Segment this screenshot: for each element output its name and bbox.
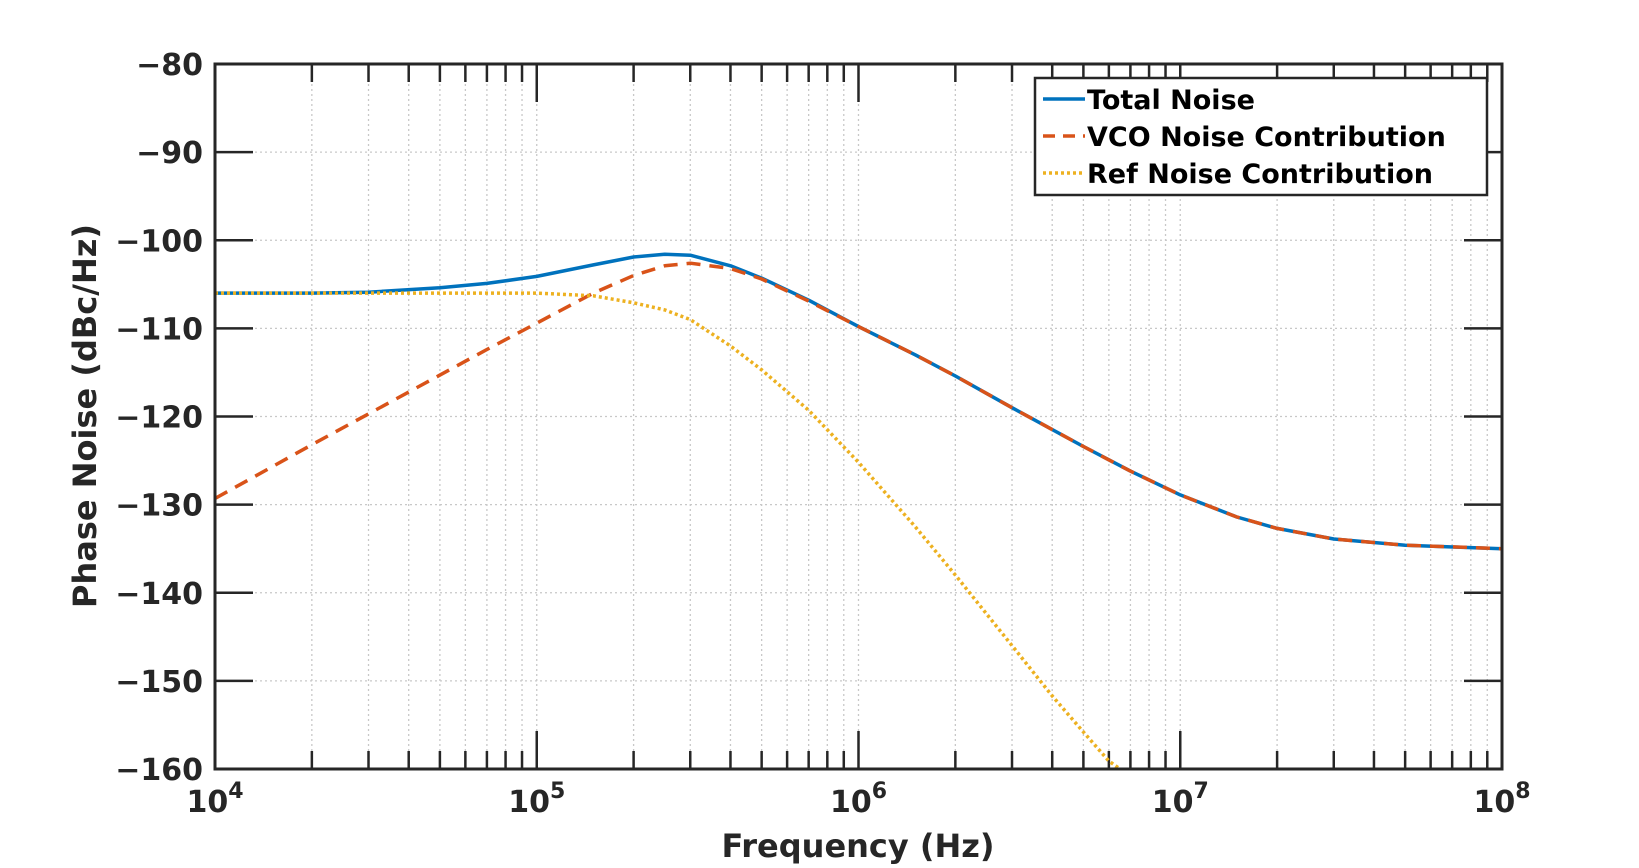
y-tick-label: −80: [136, 48, 203, 83]
legend-label-vco-noise: VCO Noise Contribution: [1087, 122, 1446, 153]
x-tick-label: 106: [830, 779, 887, 820]
series-lines: [214, 252, 1503, 771]
legend-label-total-noise: Total Noise: [1087, 85, 1255, 116]
legend-label-ref-noise: Ref Noise Contribution: [1087, 159, 1433, 190]
series-line-vco-noise-contribution: [214, 261, 1503, 551]
axes-box: [213, 62, 1504, 771]
x-tick-label: 107: [1152, 779, 1209, 820]
y-tick-label: −140: [115, 577, 203, 612]
y-tick-label: −120: [115, 401, 203, 436]
x-tick-label: 105: [508, 779, 565, 820]
y-tick-label: −90: [136, 136, 203, 171]
x-tick-label: 108: [1473, 779, 1530, 820]
legend-box: [1033, 76, 1489, 197]
x-tick-label: 104: [186, 779, 243, 820]
y-tick-label: −130: [115, 489, 203, 524]
y-axis-title: Phase Noise (dBc/Hz): [66, 224, 104, 608]
y-tick-label: −150: [115, 665, 203, 700]
y-tick-label: −110: [115, 312, 203, 347]
x-axis-title: Frequency (Hz): [721, 827, 994, 865]
series-line-ref-noise-contribution: [215, 291, 1122, 771]
y-tick-label: −160: [115, 753, 203, 788]
legend[interactable]: Total Noise VCO Noise Contribution Ref N…: [1033, 76, 1489, 197]
y-tick-label: −100: [115, 224, 203, 259]
